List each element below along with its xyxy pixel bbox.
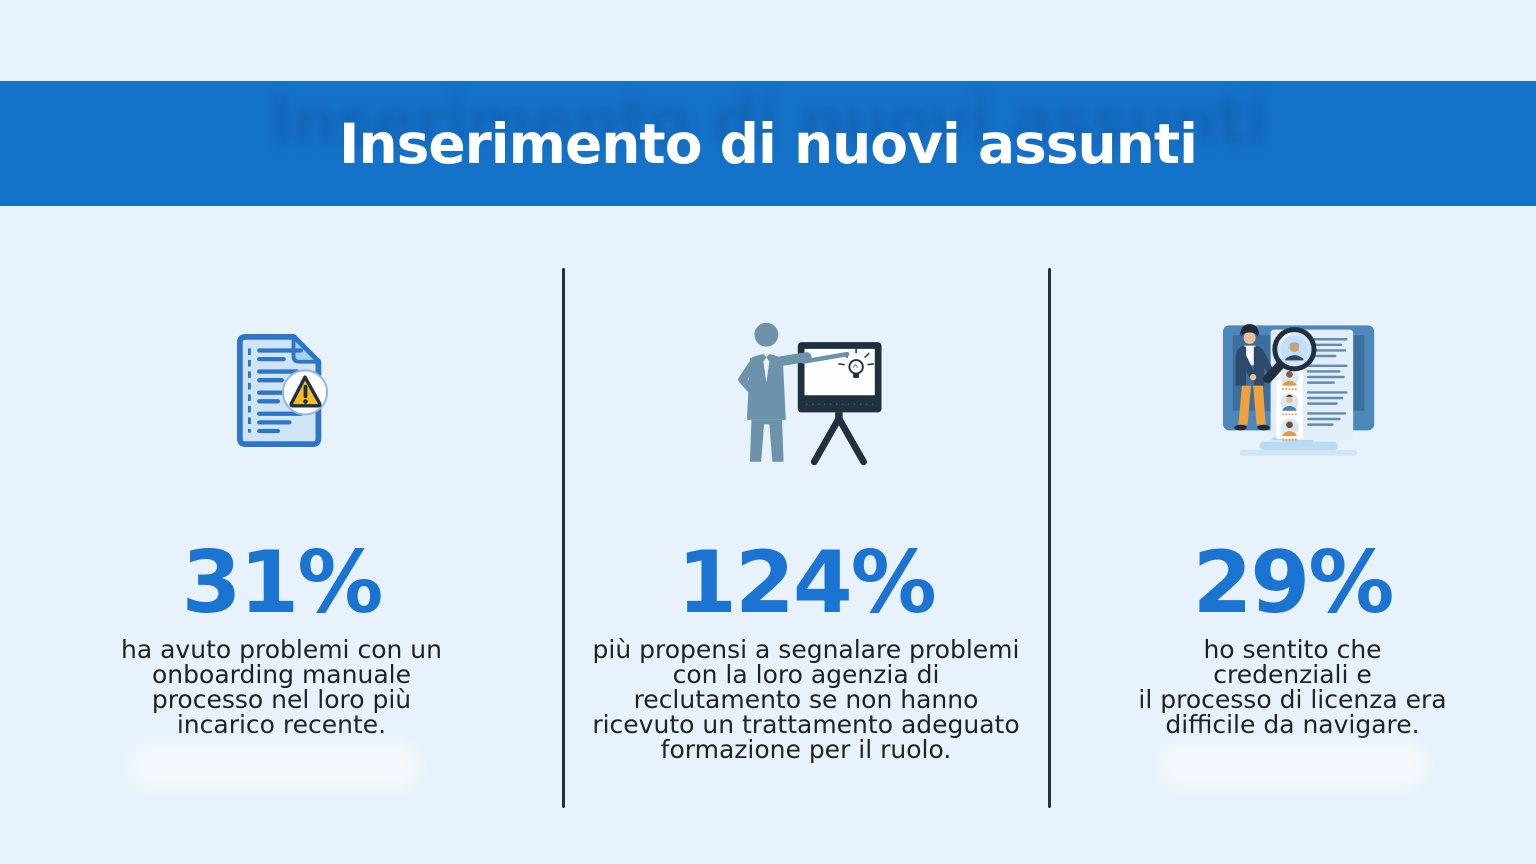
column-licensing: 29% ho sentito che credenziali e il proc… bbox=[1049, 206, 1536, 864]
candidate-screening-icon bbox=[1222, 323, 1374, 456]
column-divider bbox=[1048, 268, 1051, 808]
title-ghost-artifact: Inserimento di nuovi assunti bbox=[269, 85, 1267, 159]
magnifying-glass-icon bbox=[1262, 326, 1316, 383]
column-divider bbox=[562, 268, 565, 808]
page-fold bbox=[291, 334, 320, 364]
document-warning-icon bbox=[236, 333, 328, 447]
lightbulb-icon bbox=[838, 346, 875, 379]
page-title: Inserimento di nuovi assunti bbox=[339, 111, 1198, 176]
pointer-stick bbox=[801, 351, 850, 364]
column-training: 124% più propensi a segnalare problemi c… bbox=[563, 206, 1049, 864]
stat-value: 29% bbox=[1192, 533, 1395, 633]
column-3-icon-box bbox=[1209, 314, 1377, 466]
presenter-board-icon bbox=[738, 322, 882, 465]
stat-description: più propensi a segnalare problemi con la… bbox=[592, 635, 1020, 764]
column-1-icon-box bbox=[234, 314, 330, 466]
stat-value: 31% bbox=[181, 533, 384, 633]
stat-description: ho sentito che credenziali e il processo… bbox=[1138, 635, 1447, 739]
stat-description: ha avuto problemi con un onboarding manu… bbox=[121, 635, 442, 739]
column-2-icon-box bbox=[720, 314, 892, 466]
recruiter-figure bbox=[1233, 323, 1276, 430]
stat-columns: 31% ha avuto problemi con un onboarding … bbox=[0, 206, 1536, 864]
title-banner: Inserimento di nuovi assunti Inserimento… bbox=[0, 81, 1536, 206]
stat-value: 124% bbox=[677, 533, 937, 633]
column-manual-onboarding: 31% ha avuto problemi con un onboarding … bbox=[0, 206, 563, 864]
presenter-figure bbox=[738, 322, 812, 462]
